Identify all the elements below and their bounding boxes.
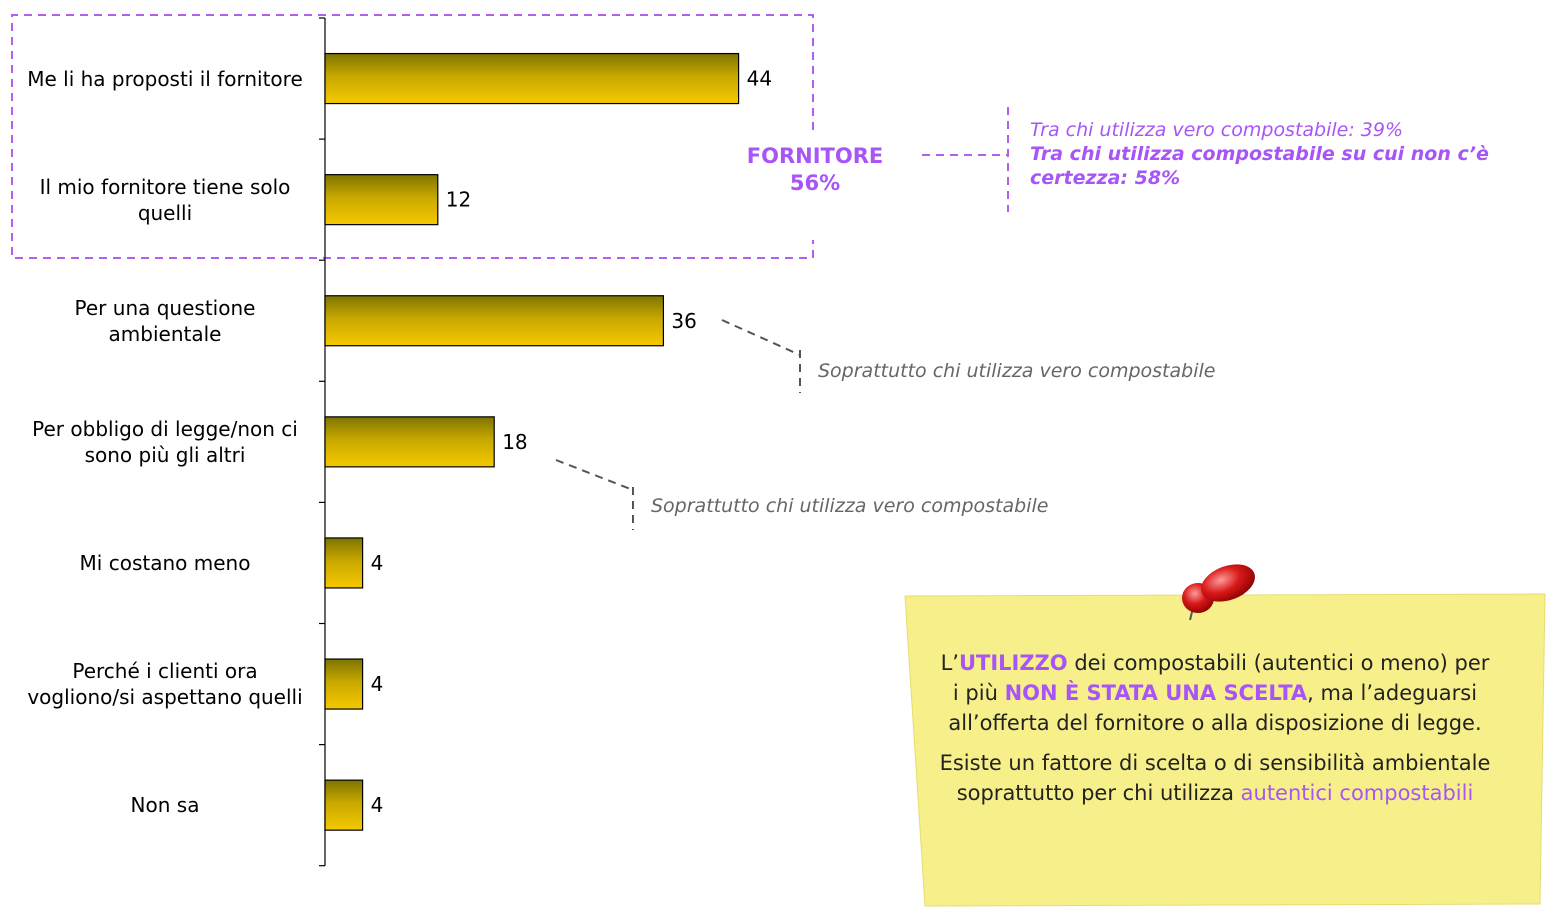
bar — [324, 537, 364, 589]
bar — [324, 174, 439, 226]
value-label: 4 — [371, 793, 384, 817]
group-connector — [922, 107, 1009, 212]
value-label: 18 — [502, 430, 527, 454]
category-label: Mi costano meno — [79, 550, 251, 575]
note-highlight: NON È STATA UNA SCELTA — [1004, 681, 1308, 705]
note-highlight: UTILIZZO — [958, 651, 1068, 675]
note-part: , ma l’adeguarsi all’offerta del fornito… — [948, 681, 1482, 735]
category-label: Il mio fornitore tiene solo quelli — [39, 174, 291, 225]
annotation-connector — [555, 459, 634, 530]
note-text: L’UTILIZZO dei compostabili (autentici o… — [935, 648, 1495, 818]
note-part: L’ — [940, 651, 959, 675]
bar — [324, 416, 495, 468]
group-notes: Tra chi utilizza vero compostabile: 39% T… — [1030, 118, 1548, 190]
note-part: Esiste un fattore di scelta o di sensibi… — [939, 751, 1491, 805]
annotation-connector — [721, 319, 801, 393]
group-annotation: FORNITORE 56% — [715, 143, 915, 197]
note-highlight: autentici compostabili — [1240, 781, 1474, 805]
value-label: 44 — [747, 67, 772, 91]
note-part: dei compostabili (autentici o meno) per … — [952, 651, 1490, 705]
group-note: Tra chi utilizza compostabile su cui non… — [1030, 143, 1489, 189]
category-label: Per obbligo di legge/non ci sono più gli… — [32, 416, 298, 467]
group-value: 56% — [789, 171, 841, 195]
bar — [324, 52, 740, 105]
value-label: 12 — [446, 188, 471, 212]
group-box — [11, 14, 814, 259]
group-label: FORNITORE — [746, 144, 884, 168]
bar — [324, 295, 664, 347]
bar — [324, 779, 364, 831]
value-label: 4 — [371, 672, 384, 696]
group-note: Tra chi utilizza vero compostabile: 39% — [1030, 119, 1404, 141]
category-label: Non sa — [130, 793, 200, 818]
annotation: Soprattutto chi utilizza vero compostabi… — [818, 360, 1216, 382]
category-label: Me li ha proposti il fornitore — [27, 66, 303, 91]
value-label: 36 — [671, 309, 696, 333]
category-label: Per una questione ambientale — [74, 295, 256, 346]
bar — [324, 658, 364, 710]
category-label: Perché i clienti ora vogliono/si aspetta… — [27, 659, 303, 710]
pin — [1182, 564, 1255, 621]
value-label: 4 — [371, 551, 384, 575]
sticky-note — [904, 593, 1546, 907]
annotation: Soprattutto chi utilizza vero compostabi… — [651, 495, 1049, 517]
